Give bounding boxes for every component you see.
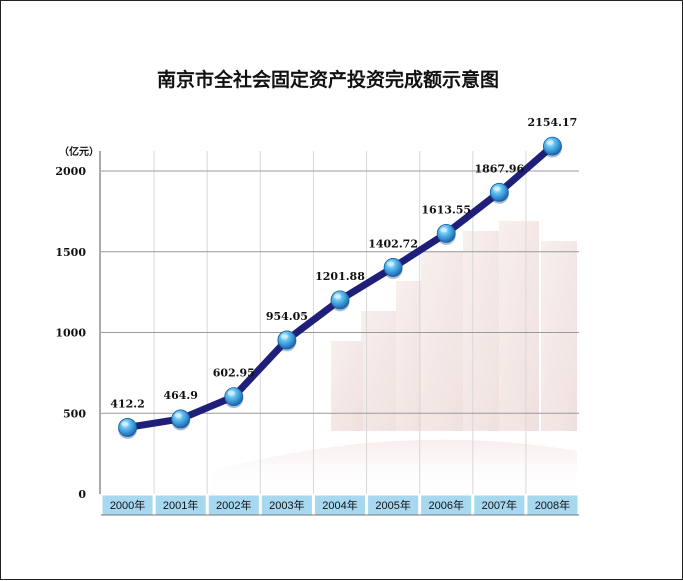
data-point (118, 418, 137, 437)
data-point (330, 290, 350, 310)
data-point (436, 224, 456, 243)
x-tick-label: 2003年 (269, 498, 304, 512)
data-label: 1201.88 (315, 270, 365, 283)
data-label: 464.9 (163, 389, 197, 402)
x-tick-label: 2000年 (110, 498, 145, 512)
data-point-highlight (546, 140, 554, 145)
data-point (277, 330, 297, 350)
x-tick-label: 2007年 (482, 498, 517, 512)
data-point-highlight (493, 186, 501, 192)
data-label: 954.05 (266, 310, 308, 323)
data-label: 1867.96 (474, 162, 524, 175)
x-tick-label: 2006年 (428, 498, 463, 512)
x-axis-labels: 2000年 2001年 2002年 2003年 2004年 2005年 2006年 2007年… (101, 494, 579, 516)
data-point (224, 387, 244, 407)
data-label: 1402.72 (368, 237, 418, 250)
data-point (543, 136, 562, 156)
y-tick-label: 500 (63, 407, 86, 420)
x-tick-label: 2002年 (216, 498, 251, 512)
y-tick-label: 0 (78, 488, 86, 501)
data-label: 602.95 (213, 367, 255, 380)
data-point-highlight (387, 261, 395, 267)
data-point-highlight (227, 390, 235, 396)
data-point (489, 182, 509, 202)
data-point-highlight (440, 227, 448, 233)
y-axis-unit: （亿元） (59, 145, 99, 158)
y-axis-ticks: 0 500 1000 1500 2000 (55, 165, 86, 501)
city-background (211, 221, 577, 491)
chart-title: 南京市全社会固定资产投资完成额示意图 (157, 68, 499, 91)
x-tick-label: 2005年 (375, 498, 410, 512)
x-tick-label: 2001年 (163, 498, 198, 512)
x-tick-label: 2008年 (535, 498, 570, 512)
data-point (383, 258, 403, 277)
data-labels: 412.2 464.9 602.95 954.05 1201.88 1402.72 1613… (110, 116, 577, 410)
data-point-highlight (334, 294, 341, 299)
x-tick-label: 2004年 (322, 498, 357, 512)
data-point-highlight (121, 421, 129, 427)
data-label: 1613.55 (421, 203, 471, 216)
data-point (171, 409, 191, 429)
data-label: 2154.17 (528, 116, 578, 129)
y-tick-label: 2000 (55, 165, 86, 178)
data-point-highlight (280, 334, 288, 339)
y-tick-label: 1500 (55, 246, 86, 259)
data-points (118, 136, 562, 439)
data-label: 412.2 (110, 397, 144, 410)
y-tick-label: 1000 (55, 327, 86, 340)
data-point-highlight (174, 413, 182, 418)
